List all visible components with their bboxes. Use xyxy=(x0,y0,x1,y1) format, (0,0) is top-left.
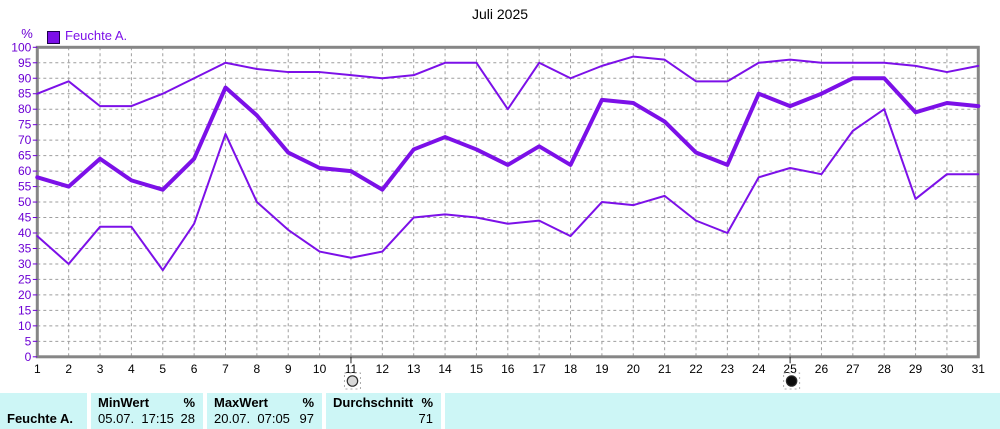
minwert-value: 28 xyxy=(180,411,195,426)
x-tick-label: 1 xyxy=(34,362,41,376)
maxwert-value: 97 xyxy=(299,411,314,426)
x-tick-label: 2 xyxy=(65,362,72,376)
x-tick-label: 6 xyxy=(191,362,198,376)
x-tick-label: 20 xyxy=(627,362,641,376)
legend-label: Feuchte A. xyxy=(65,28,128,43)
x-tick-label: 10 xyxy=(313,362,327,376)
maxwert-column: MaxWert % 20.07. 07:05 97 xyxy=(207,393,322,429)
x-tick-label: 30 xyxy=(940,362,954,376)
y-tick-label: 80 xyxy=(18,102,32,116)
x-tick-label: 27 xyxy=(846,362,860,376)
x-tick-label: 29 xyxy=(909,362,923,376)
y-tick-label: 95 xyxy=(18,56,32,70)
footer-series-label: Feuchte A. xyxy=(7,411,73,426)
minwert-unit-header: % xyxy=(183,395,195,410)
y-tick-label: 20 xyxy=(18,288,32,302)
x-tick-label: 9 xyxy=(285,362,292,376)
y-tick-label: 60 xyxy=(18,164,32,178)
x-tick-label: 23 xyxy=(721,362,735,376)
y-tick-label: 5 xyxy=(25,334,32,348)
minwert-header: MinWert xyxy=(98,395,150,410)
x-tick-label: 4 xyxy=(128,362,135,376)
y-tick-label: 65 xyxy=(18,149,32,163)
x-tick-label: 7 xyxy=(222,362,229,376)
y-tick-label: 55 xyxy=(18,180,32,194)
x-tick-label: 25 xyxy=(783,362,797,376)
y-tick-label: 30 xyxy=(18,257,32,271)
y-axis-unit-label: % xyxy=(21,26,33,41)
x-tick-label: 31 xyxy=(972,362,986,376)
y-tick-label: 40 xyxy=(18,226,32,240)
series-line-minimum xyxy=(36,108,980,272)
x-tick-label: 14 xyxy=(438,362,452,376)
series-line-durchschnitt xyxy=(35,76,981,192)
summary-table: Feuchte A. MinWert % 05.07. 17:15 28 Max… xyxy=(0,393,1000,429)
table-filler-cell xyxy=(445,393,1000,429)
y-tick-label: 15 xyxy=(18,303,32,317)
y-tick-label: 10 xyxy=(18,319,32,333)
x-tick-label: 28 xyxy=(878,362,892,376)
x-tick-label: 18 xyxy=(564,362,578,376)
y-tick-label: 90 xyxy=(18,71,32,85)
x-tick-label: 15 xyxy=(470,362,484,376)
x-tick-label: 12 xyxy=(376,362,390,376)
maxwert-unit-header: % xyxy=(302,395,314,410)
x-tick-label: 19 xyxy=(595,362,609,376)
x-tick-label: 17 xyxy=(532,362,546,376)
durchschnitt-column: Durchschnitt % 71 xyxy=(326,393,441,429)
x-tick-label: 13 xyxy=(407,362,421,376)
minwert-column: MinWert % 05.07. 17:15 28 xyxy=(91,393,203,429)
series-name-column: Feuchte A. xyxy=(0,393,87,429)
series-line-maximum xyxy=(36,55,980,111)
maxwert-header: MaxWert xyxy=(214,395,268,410)
maxwert-datetime: 20.07. 07:05 xyxy=(214,411,290,426)
y-tick-label: 25 xyxy=(18,272,32,286)
y-tick-label: 85 xyxy=(18,87,32,101)
x-tick-label: 22 xyxy=(689,362,703,376)
durchschnitt-value: 71 xyxy=(418,411,433,426)
x-tick-label: 3 xyxy=(97,362,104,376)
y-tick-label: 35 xyxy=(18,241,32,255)
y-tick-label: 0 xyxy=(25,350,32,364)
new-moon-icon xyxy=(783,372,801,390)
minwert-datetime: 05.07. 17:15 xyxy=(98,411,174,426)
x-tick-label: 16 xyxy=(501,362,515,376)
x-tick-label: 5 xyxy=(159,362,166,376)
legend-swatch xyxy=(47,31,60,44)
y-tick-label: 70 xyxy=(18,133,32,147)
x-tick-label: 21 xyxy=(658,362,672,376)
y-tick-label: 50 xyxy=(18,195,32,209)
chart-title: Juli 2025 xyxy=(471,6,529,22)
x-tick-label: 24 xyxy=(752,362,766,376)
chart-canvas: 0510152025303540455055606570758085909510… xyxy=(11,40,986,390)
y-tick-label: 45 xyxy=(18,211,32,225)
durchschnitt-header: Durchschnitt xyxy=(333,395,414,410)
y-tick-label: 100 xyxy=(11,40,31,54)
x-tick-label: 26 xyxy=(815,362,829,376)
full-moon-icon xyxy=(343,372,361,390)
x-tick-label: 8 xyxy=(254,362,261,376)
x-tick-label: 11 xyxy=(345,362,358,376)
durchschnitt-unit-header: % xyxy=(421,395,433,410)
y-tick-label: 75 xyxy=(18,118,32,132)
